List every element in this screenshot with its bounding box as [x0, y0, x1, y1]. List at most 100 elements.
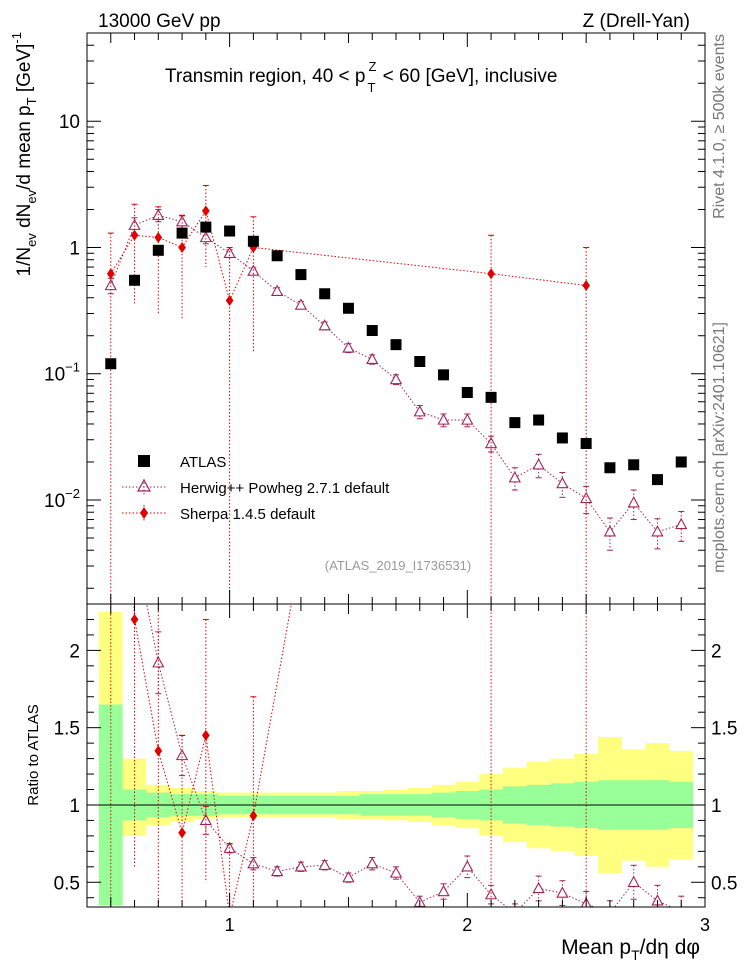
herwig-main-point: [294, 298, 308, 310]
atlas-data-point: [247, 235, 259, 247]
herwig-main-point: [580, 491, 593, 504]
herwig-ratio-point: [318, 858, 331, 870]
sherpa-ratio-point: [130, 613, 139, 625]
sherpa-ratio-point: [178, 827, 186, 839]
rivet-label: Rivet 4.1.0, ≥ 500k events: [711, 34, 728, 219]
herwig-ratio-point: [129, 537, 139, 547]
main-y-tick-label: 10−1: [44, 360, 80, 386]
atlas-data-point: [200, 221, 212, 233]
atlas-data-point: [509, 417, 521, 429]
herwig-main-point: [271, 284, 284, 296]
atlas-data-point: [319, 288, 331, 300]
sherpa-main-point: [487, 268, 495, 280]
herwig-main-point: [199, 230, 212, 243]
tick-exponent: −2: [65, 486, 80, 501]
atlas-data-point: [533, 414, 545, 426]
sherpa-ratio-point: [154, 745, 163, 757]
x-tick-label: 3: [700, 915, 710, 935]
ratio-y-tick-label-left: 0.5: [54, 873, 80, 894]
herwig-main-point: [461, 413, 474, 425]
sherpa-main-point: [225, 295, 234, 307]
atlas-data-point: [366, 325, 378, 337]
tick-base: 10: [44, 491, 65, 512]
title-part-2: < 60 [GeV], inclusive: [377, 66, 557, 87]
herwig-main-point: [675, 517, 688, 530]
ratio-y-tick-label-right: 0.5: [711, 873, 737, 894]
xlabel-p2: /dη dφ: [640, 936, 700, 959]
sherpa-main-point: [582, 279, 591, 291]
legend-atlas-label: ATLAS: [180, 454, 226, 471]
ylabel-p1: ev: [24, 233, 39, 247]
sherpa-ratio-point: [201, 729, 210, 741]
herwig-ratio-point: [680, 904, 683, 907]
main-plot-layer: [104, 184, 688, 604]
legend-herwig-label: Herwig++ Powheg 2.7.1 default: [180, 480, 390, 497]
herwig-main-point: [223, 246, 236, 258]
sherpa-ratio-point: [249, 810, 258, 822]
sherpa-main-point: [130, 229, 139, 241]
ratio-y-tick-label-left: 1.5: [54, 719, 80, 740]
sherpa-main-line: [110, 209, 587, 303]
herwig-main-point: [532, 458, 545, 470]
ylabel-p3: ev: [24, 189, 39, 203]
herwig-ratio-point: [556, 886, 569, 898]
atlas-data-point: [224, 225, 236, 237]
tick-base: 10: [44, 365, 65, 386]
atlas-data-point: [438, 369, 450, 381]
tick-exponent: −1: [65, 360, 80, 375]
atlas-data-point: [105, 358, 117, 370]
herwig-main-point: [556, 476, 569, 489]
ratio-y-tick-label-right: 2: [711, 641, 722, 662]
herwig-main-point: [389, 372, 403, 385]
main-y-tick-label: 10: [59, 112, 80, 133]
herwig-ratio-point: [437, 884, 450, 897]
atlas-data-point: [129, 274, 141, 286]
sherpa-main-point: [178, 241, 186, 253]
legend-atlas-marker: [138, 455, 150, 467]
herwig-ratio-point: [106, 305, 116, 315]
herwig-ratio-point: [461, 860, 474, 872]
herwig-ratio-point: [152, 656, 165, 668]
atlas-data-point: [580, 438, 592, 450]
legend-sherpa-label: Sherpa 1.4.5 default: [180, 506, 316, 523]
ratio-y-tick-label-right: 1: [711, 796, 722, 817]
herwig-main-point: [413, 405, 426, 417]
herwig-ratio-point: [389, 866, 403, 878]
ratio-y-tick-label-right: 1.5: [711, 719, 737, 740]
herwig-ratio-point: [342, 870, 355, 883]
atlas-data-point: [628, 459, 640, 471]
ratio-plot-layer: [87, 305, 705, 907]
herwig-ratio-point: [366, 857, 379, 869]
title-sup: Z: [368, 59, 376, 74]
atlas-data-point: [604, 462, 616, 474]
xlabel-p1: T: [631, 947, 640, 963]
atlas-data-point: [176, 227, 188, 239]
ylabel-p5: T: [24, 97, 39, 105]
ylabel-p4: /d mean p: [14, 105, 35, 190]
herwig-ratio-point: [247, 857, 260, 869]
herwig-main-point: [627, 496, 640, 508]
sherpa-main-point: [154, 231, 163, 243]
ylabel-p6: [GeV]: [14, 44, 35, 98]
herwig-main-point: [175, 215, 189, 227]
x-axis-label: Mean pT/dη dφ: [561, 936, 700, 963]
herwig-ratio-point: [175, 748, 189, 761]
atlas-data-point: [414, 356, 426, 368]
atlas-data-point: [651, 474, 663, 486]
ylabel-p0: 1/N: [14, 247, 35, 277]
main-y-tick-label: 1: [69, 238, 80, 259]
title-sub: T: [367, 80, 375, 95]
sherpa-main-point: [201, 205, 210, 217]
title-part-1: Transmin region, 40 < p: [165, 66, 365, 87]
atlas-data-point: [152, 244, 164, 256]
mcplots-label: mcplots.cern.ch [arXiv:2401.10621]: [711, 322, 728, 573]
ratio-y-tick-label-left: 1: [69, 796, 80, 817]
legend-herwig-marker: [136, 478, 152, 492]
herwig-main-point: [651, 525, 664, 537]
sherpa-main-point: [106, 268, 115, 280]
main-y-axis-label: 1/Nev dNev/d mean pT [GeV]-1: [9, 32, 39, 277]
herwig-main-point: [342, 341, 355, 353]
